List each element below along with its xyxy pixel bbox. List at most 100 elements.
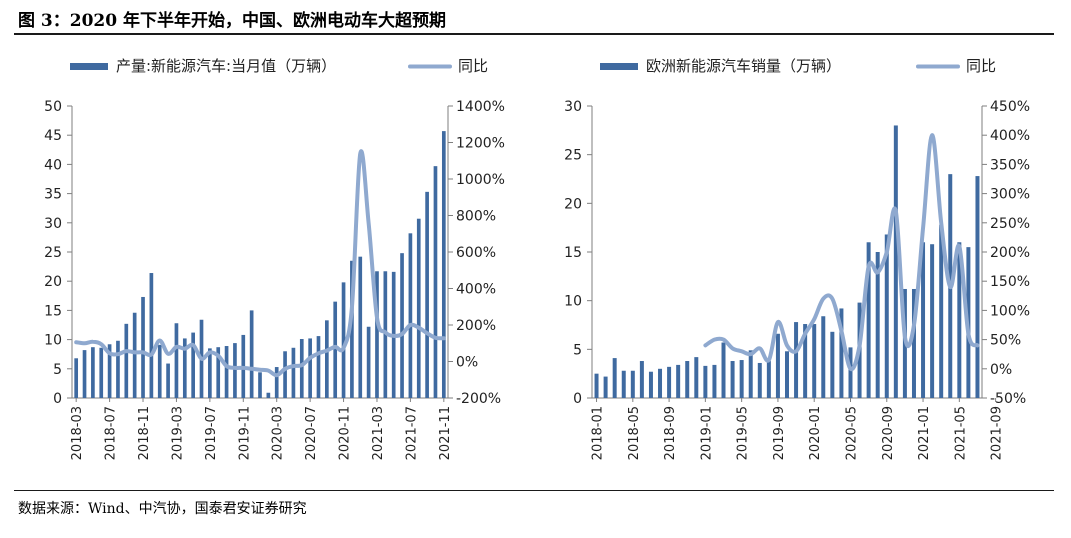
right-axis-tick-label: 800%: [456, 209, 496, 225]
bar: [333, 301, 338, 398]
bar: [157, 344, 162, 398]
right-axis-tick-label: 1400%: [456, 99, 505, 115]
bar: [721, 342, 726, 398]
bar: [299, 339, 304, 398]
bar: [316, 336, 321, 398]
right-axis-tick-label: -200%: [456, 391, 501, 407]
left-axis-tick-label: 10: [44, 333, 62, 349]
bar: [249, 310, 254, 398]
right-axis-tick-label: 100%: [990, 303, 1030, 319]
right-axis-tick-label: 150%: [990, 274, 1030, 290]
bar: [603, 376, 608, 398]
chart-china-nev-production: 产量:新能源汽车:当月值（万辆） 同比 0 5 10 15 20 25 30 35 40 45 50 -2…: [44, 57, 505, 460]
bar: [375, 271, 379, 398]
x-axis-tick-label: 2018-05: [627, 406, 642, 460]
yoy-line: [74, 149, 446, 378]
bar: [830, 331, 835, 398]
left-axis-tick-label: 15: [44, 303, 62, 319]
right-axis-tick-label: 1000%: [456, 172, 505, 188]
right-axis-tick-label: 50%: [990, 333, 1021, 349]
bar: [116, 340, 120, 398]
x-axis-tick-label: 2021-05: [953, 406, 968, 460]
right-axis-tick-label: 200%: [990, 245, 1030, 261]
bar: [266, 392, 271, 398]
x-axis-tick-label: 2021-07: [404, 406, 419, 460]
right-axis-tick-label: 0%: [456, 355, 478, 371]
right-axis-tick-label: 350%: [990, 157, 1030, 173]
bar: [803, 324, 808, 398]
legend-line-label: 同比: [458, 57, 488, 75]
x-axis-tick-label: 2021-01: [917, 406, 932, 460]
bar: [621, 370, 626, 398]
bar: [107, 344, 112, 398]
right-axis-tick-label: 450%: [990, 99, 1030, 115]
bar: [921, 242, 926, 398]
x-axis-tick-label: 2020-03: [271, 406, 286, 460]
bar: [757, 362, 762, 398]
left-axis-tick-label: 40: [44, 157, 62, 173]
bar: [648, 371, 653, 398]
x-axis-tick-label: 2018-11: [137, 406, 152, 460]
bar: [785, 351, 789, 398]
x-axis-tick-label: 2021-09: [990, 406, 1005, 460]
x-axis-tick-label: 2020-09: [881, 406, 896, 460]
bar: [594, 373, 599, 398]
x-axis-tick-label: 2019-05: [736, 406, 751, 460]
bar: [703, 365, 708, 398]
right-axis-tick-label: 300%: [990, 187, 1030, 203]
bar: [730, 361, 735, 398]
bar: [441, 131, 446, 398]
yoy-line: [703, 133, 980, 372]
x-axis-tick-label: 2019-01: [699, 406, 714, 460]
bar: [416, 218, 421, 398]
x-axis-tick-label: 2019-11: [237, 406, 252, 460]
bar: [658, 368, 663, 398]
left-axis-tick-label: 20: [44, 274, 62, 290]
bar: [639, 361, 644, 398]
left-axis-tick-label: 35: [44, 187, 62, 203]
legend-bar-label: 欧洲新能源汽车销量（万辆）: [646, 57, 841, 75]
x-axis-tick-label: 2019-07: [204, 406, 219, 460]
left-axis-tick-label: 25: [564, 148, 582, 164]
x-axis-tick-label: 2020-07: [304, 406, 319, 460]
left-axis-tick-label: 5: [53, 362, 62, 378]
left-axis-tick-label: 10: [564, 294, 582, 310]
bar: [875, 252, 880, 398]
bar: [821, 316, 826, 398]
legend-bar-swatch: [600, 63, 638, 70]
bar: [667, 366, 672, 398]
bar: [930, 244, 935, 398]
bar: [425, 191, 429, 398]
bar: [224, 346, 229, 398]
bar: [630, 370, 635, 398]
bar: [325, 320, 329, 398]
bar: [794, 322, 799, 398]
bar: [258, 372, 262, 398]
right-axis-tick-label: 1200%: [456, 136, 505, 152]
x-axis-tick-label: 2021-11: [438, 406, 453, 460]
chart-europe-nev-sales: 欧洲新能源汽车销量（万辆） 同比 0 5 10 15 20 25 30 -50% 0% 50% 100%…: [564, 57, 1030, 460]
x-axis-tick-label: 2018-07: [104, 406, 119, 460]
bar: [712, 364, 717, 398]
bar: [132, 312, 137, 398]
legend-bar-swatch: [70, 63, 108, 70]
bar: [308, 338, 312, 398]
left-axis-tick-label: 15: [564, 245, 582, 261]
legend-bar-label: 产量:新能源汽车:当月值（万辆）: [116, 57, 336, 75]
left-axis-tick-label: 45: [44, 128, 62, 144]
bar: [612, 358, 617, 398]
bar: [82, 350, 87, 398]
x-axis-tick-label: 2020-11: [338, 406, 353, 460]
left-axis-tick-label: 0: [53, 391, 62, 407]
x-axis-tick-label: 2020-05: [844, 406, 859, 460]
right-axis-tick-label: 600%: [456, 245, 496, 261]
right-axis-tick-label: -50%: [990, 391, 1026, 407]
bar: [208, 348, 212, 398]
bar: [99, 347, 104, 398]
bar: [216, 347, 221, 398]
bar: [812, 324, 817, 398]
bar: [676, 364, 681, 398]
bar: [939, 224, 944, 398]
x-axis-tick-label: 2018-09: [663, 406, 678, 460]
bar: [748, 350, 753, 398]
